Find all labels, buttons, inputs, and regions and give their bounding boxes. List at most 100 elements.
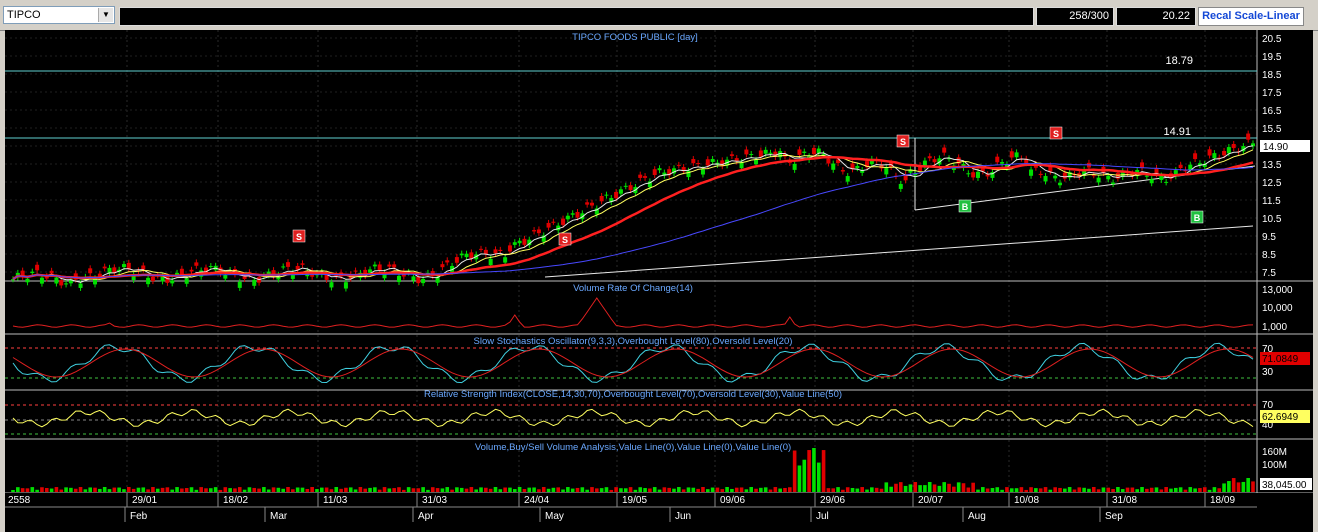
candle-body	[88, 268, 93, 274]
volume-bar	[209, 488, 213, 492]
candle-body	[565, 215, 570, 220]
volume-bar	[903, 485, 908, 492]
month-label: Apr	[418, 511, 434, 522]
candle-body	[672, 168, 677, 174]
volume-bar	[874, 487, 879, 492]
date-tick-label: 18/09	[1210, 495, 1235, 506]
candle-body	[126, 262, 131, 270]
volume-bar	[976, 489, 980, 492]
date-tick-label: 24/04	[524, 495, 549, 506]
candle-body	[1226, 147, 1231, 154]
candle-body	[1082, 169, 1087, 176]
volume-bar	[1207, 489, 1212, 492]
volume-bar	[184, 488, 189, 492]
candle-body	[503, 257, 508, 263]
volume-bar	[474, 489, 478, 492]
signal-s-marker[interactable]	[292, 229, 306, 243]
candle-body	[1048, 165, 1053, 172]
signal-s-marker[interactable]	[1049, 126, 1063, 140]
candle-body	[469, 252, 474, 259]
candle-body	[1029, 169, 1034, 176]
volume-bar	[1193, 488, 1197, 492]
candle-body	[78, 283, 83, 288]
candle-body	[614, 191, 619, 199]
signal-s-marker[interactable]	[896, 134, 910, 148]
date-axis-bg	[5, 493, 1313, 532]
volume-bar	[1038, 488, 1043, 492]
recal-scale-button[interactable]: Recal Scale-Linear	[1198, 7, 1304, 26]
symbol-select[interactable]: TIPCO ▼	[3, 6, 115, 24]
stoch-tick-label: 70	[1262, 344, 1274, 355]
volume-bar	[194, 489, 199, 492]
volume-bar	[1058, 487, 1062, 492]
candle-body	[11, 279, 15, 281]
volume-bar	[517, 487, 522, 492]
price-tick-label: 17.5	[1262, 88, 1282, 99]
volume-bar	[937, 485, 942, 492]
volume-bar	[759, 487, 763, 492]
volume-bar	[677, 487, 681, 492]
ma-line-75	[12, 162, 1254, 280]
volume-bar	[112, 487, 117, 492]
volume-bar	[623, 488, 628, 492]
volume-bar	[1019, 487, 1024, 492]
chevron-down-icon[interactable]: ▼	[98, 8, 113, 22]
volume-bar	[1082, 487, 1086, 492]
signal-s-marker[interactable]	[558, 232, 572, 246]
volume-bar	[1130, 487, 1135, 492]
month-label: Sep	[1105, 511, 1123, 522]
ma-line-25	[12, 155, 1254, 281]
volume-bar	[1246, 478, 1250, 492]
volume-bar	[69, 487, 73, 492]
volume-bar	[257, 488, 261, 492]
candle-body	[1144, 175, 1149, 177]
volume-bar	[35, 489, 39, 492]
volume-bar	[286, 487, 290, 492]
candle-body	[802, 151, 807, 153]
price-tick-label: 13.5	[1262, 160, 1282, 171]
month-label: Jun	[675, 511, 691, 522]
candle-body	[551, 221, 556, 223]
price-tick-label: 12.5	[1262, 178, 1282, 189]
candle-body	[845, 176, 850, 182]
signal-b-marker[interactable]	[958, 199, 972, 213]
candle-body	[546, 222, 551, 228]
candle-body	[1053, 175, 1058, 179]
candle-body	[1212, 153, 1217, 159]
volume-bar	[908, 484, 913, 492]
candle-body	[536, 229, 541, 234]
candle-body	[691, 159, 696, 164]
candle-body	[942, 147, 947, 153]
volume-bar	[710, 487, 715, 492]
volume-tick-label: 160M	[1262, 447, 1287, 458]
candle-body	[618, 189, 623, 194]
candle-body	[1004, 164, 1009, 168]
candle-body	[396, 275, 401, 283]
signal-label: B	[1194, 213, 1201, 223]
volume-bar	[1227, 481, 1231, 492]
volume-bar	[715, 487, 720, 492]
volume-bar	[985, 488, 990, 492]
candle-body	[454, 257, 459, 263]
volume-bar	[1217, 488, 1222, 492]
candle-body	[1193, 153, 1198, 160]
stock-chart[interactable]: TIPCO FOODS PUBLIC [day] Volume Rate Of …	[5, 30, 1313, 532]
candle-body	[146, 277, 151, 285]
candle-body	[1014, 152, 1019, 158]
volume-bar	[541, 487, 546, 492]
volume-bar	[696, 488, 700, 492]
volume-bar	[170, 489, 175, 492]
candle-body	[97, 273, 102, 277]
candle-body	[68, 279, 73, 284]
candle-body	[30, 271, 35, 274]
volume-bar	[1135, 489, 1140, 492]
volume-bar	[614, 487, 618, 492]
volume-bar	[532, 487, 536, 492]
candle-body	[131, 274, 136, 281]
candle-body	[150, 276, 155, 282]
volume-bar	[551, 487, 556, 492]
signal-b-marker[interactable]	[1190, 210, 1204, 224]
candle-body	[1159, 175, 1164, 180]
candle-body	[179, 268, 184, 275]
candle-body	[184, 278, 189, 284]
